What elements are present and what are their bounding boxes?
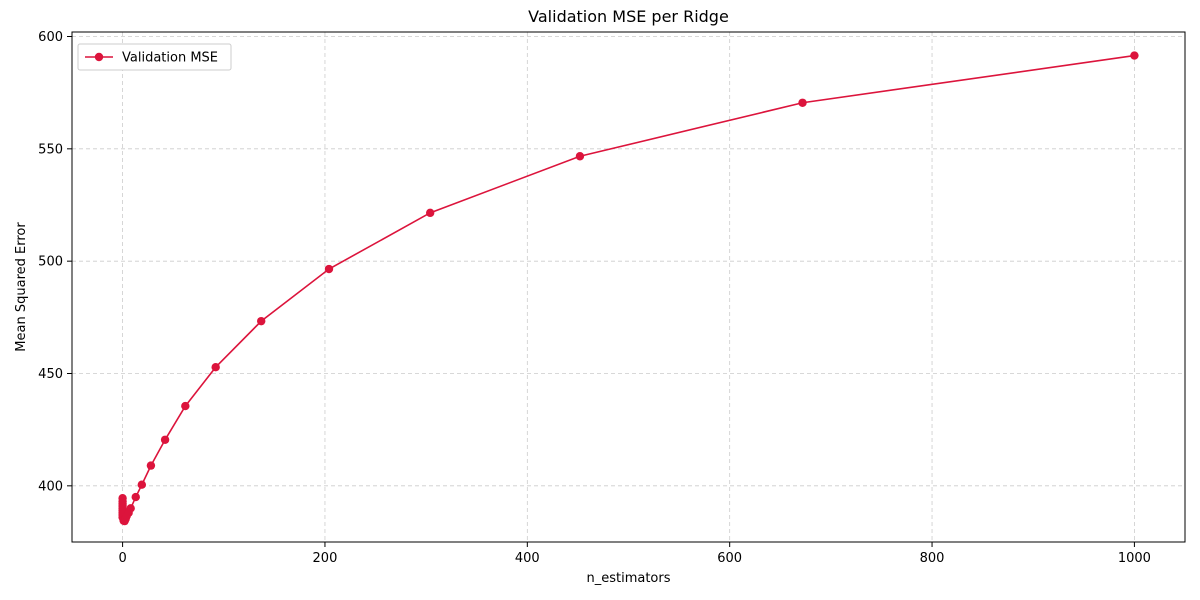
data-point bbox=[137, 480, 147, 489]
data-point bbox=[146, 461, 156, 470]
series-line bbox=[121, 54, 1135, 523]
data-point bbox=[798, 98, 807, 107]
y-tick-label: 600 bbox=[38, 30, 63, 45]
data-point bbox=[324, 264, 334, 274]
axis-ticks: 0 200 400 600 800 1000 400 450 500 550 600 bbox=[38, 30, 1151, 566]
y-tick-label: 500 bbox=[38, 255, 63, 270]
data-point bbox=[211, 363, 220, 372]
x-tick-label: 1000 bbox=[1118, 551, 1151, 566]
y-tick-label: 400 bbox=[38, 479, 63, 494]
chart-title: Validation MSE per Ridge bbox=[528, 7, 729, 26]
legend-box bbox=[77, 43, 232, 71]
y-tick-label: 550 bbox=[38, 142, 63, 157]
x-tick-label: 0 bbox=[118, 551, 126, 566]
data-point bbox=[181, 401, 190, 411]
x-axis-title: n_estimators bbox=[586, 571, 670, 586]
x-tick-label: 800 bbox=[920, 551, 945, 566]
data-point bbox=[425, 208, 435, 218]
data-point bbox=[126, 504, 135, 513]
data-point bbox=[575, 152, 585, 161]
legend: Validation MSE bbox=[77, 43, 232, 71]
y-tick-label: 450 bbox=[38, 367, 63, 382]
grid-lines bbox=[72, 32, 1185, 542]
y-axis-title: Mean Squared Error bbox=[14, 222, 29, 352]
data-point bbox=[160, 435, 170, 444]
series-layer bbox=[118, 51, 1139, 526]
x-tick-label: 200 bbox=[313, 551, 338, 566]
x-tick-label: 600 bbox=[717, 551, 742, 566]
data-point bbox=[131, 492, 140, 502]
legend-label: Validation MSE bbox=[122, 51, 218, 66]
x-tick-label: 400 bbox=[515, 551, 540, 566]
plot-area-frame bbox=[71, 31, 1186, 543]
legend-marker-swatch bbox=[94, 52, 104, 62]
data-point bbox=[1130, 51, 1139, 60]
data-point bbox=[257, 316, 266, 326]
